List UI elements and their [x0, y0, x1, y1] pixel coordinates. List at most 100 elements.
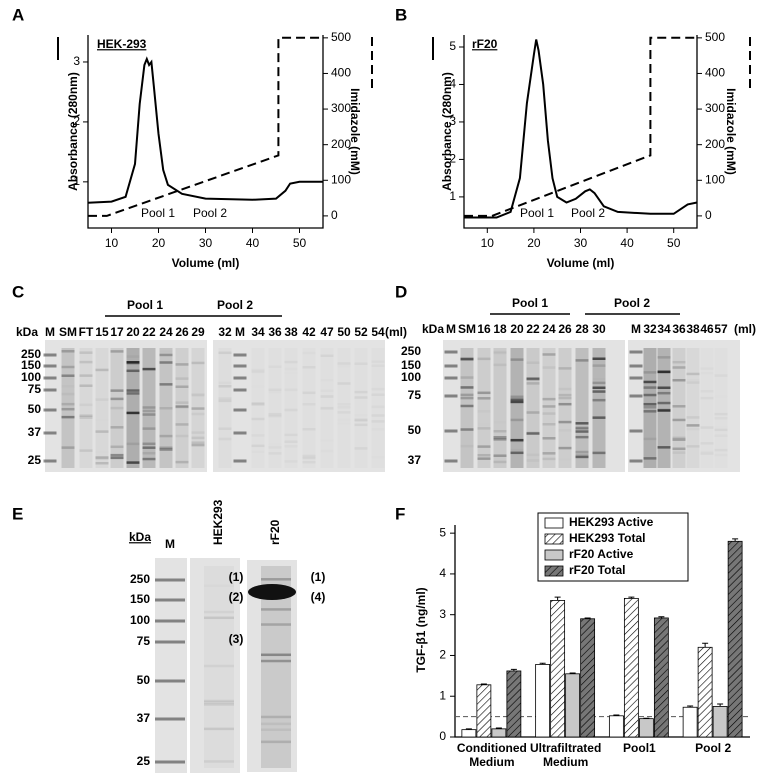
gel-smear [95, 348, 109, 468]
band-label: (4) [311, 590, 326, 604]
gel-band [251, 403, 265, 406]
gel-band [155, 578, 185, 582]
gel-band [175, 434, 189, 438]
lane-label: 36 [672, 322, 686, 336]
x-axis-label: Volume (ml) [547, 256, 615, 270]
lane-label: 20 [126, 325, 140, 339]
marker-label: 37 [408, 453, 422, 467]
band-label: (1) [311, 570, 326, 584]
lane-label: SM [458, 322, 476, 336]
lane-label: 57 [714, 322, 728, 336]
lane-label: 30 [592, 322, 606, 336]
y2-tick-label: 500 [331, 30, 351, 44]
gel-band [79, 449, 93, 452]
gel-band [175, 377, 189, 380]
gel-band [526, 382, 540, 385]
gel-band [643, 410, 657, 413]
gel-band [204, 610, 234, 614]
gel-band [542, 405, 556, 408]
gel-band [159, 434, 173, 438]
gel-band [248, 584, 296, 600]
gel-band [444, 350, 458, 354]
gel-band [191, 393, 205, 396]
gel-smear [159, 348, 173, 468]
gel-band [444, 376, 458, 380]
gel-band [460, 393, 474, 397]
x-tick-label: Ultrafiltrated Medium [529, 741, 602, 769]
gel-band [302, 428, 316, 431]
gel-band [79, 403, 93, 407]
y-tick-label: 2 [449, 152, 456, 166]
gel-band [218, 351, 232, 355]
gel-smear [672, 348, 686, 468]
gel-band [558, 420, 572, 424]
gel-smear [510, 348, 524, 468]
marker-label: 150 [401, 358, 421, 372]
gel-band [354, 423, 368, 426]
error-bar [539, 662, 546, 665]
lane-label: 32 [218, 325, 232, 339]
gel-band [142, 409, 156, 413]
gel-band [592, 364, 606, 367]
gel-band [284, 433, 298, 437]
gel-band [155, 717, 185, 721]
gel-band [269, 391, 282, 394]
gel-band [657, 391, 671, 395]
y2-tick-label: 400 [331, 66, 351, 80]
gel-band [285, 460, 298, 463]
gel-band [444, 459, 458, 463]
gel-band [371, 393, 385, 396]
gel-band [261, 653, 291, 657]
marker-label: 37 [137, 711, 151, 725]
gel-band [701, 367, 714, 370]
gel-band [657, 386, 671, 390]
line [87, 56, 323, 204]
gel-band [510, 395, 524, 399]
marker-label: 37 [28, 425, 42, 439]
lane-label: 26 [558, 322, 572, 336]
pool-label: Pool 1 [512, 296, 548, 310]
gel-band [460, 396, 474, 400]
gel-band [672, 436, 686, 440]
y2-tick-label: 100 [331, 172, 351, 186]
gel-band [155, 598, 185, 602]
gel-band [372, 360, 385, 363]
marker-label: 100 [21, 370, 41, 384]
category-slot: Pool 2 [695, 741, 731, 755]
gel-band [643, 371, 657, 374]
gel-band [233, 376, 247, 380]
error-bar [717, 703, 724, 707]
gel-band [686, 381, 700, 384]
gel-band [175, 385, 189, 388]
gel-band [477, 427, 491, 430]
gel-band [261, 659, 291, 663]
y-tick-label: 2 [73, 114, 80, 128]
gel-band [493, 363, 507, 367]
lane-label: rF20 [268, 519, 282, 545]
gel-band [204, 616, 234, 620]
error-bar [510, 668, 517, 671]
category-slot: Pool1 [623, 741, 656, 755]
x-tick-label: 40 [246, 236, 260, 250]
gel-image [443, 340, 625, 472]
gel-band [110, 397, 124, 401]
gel-band [191, 407, 205, 410]
gel-band [96, 451, 109, 454]
error-bar [495, 727, 502, 729]
gel-band [321, 407, 334, 410]
gel-band [204, 584, 234, 587]
bar [608, 715, 624, 738]
x-tick-label: 50 [667, 236, 681, 250]
marker-label: 150 [21, 358, 41, 372]
gel-band [338, 411, 351, 414]
gel-smear [79, 348, 93, 468]
bar [535, 664, 551, 738]
gel-band [592, 398, 606, 402]
gel-band [460, 428, 474, 431]
gel-band [672, 378, 686, 382]
gel-band [43, 353, 57, 357]
gel-band [714, 412, 728, 416]
kda-label: kDa [129, 530, 151, 544]
lane-label: 46 [700, 322, 714, 336]
gel-band [686, 424, 700, 427]
